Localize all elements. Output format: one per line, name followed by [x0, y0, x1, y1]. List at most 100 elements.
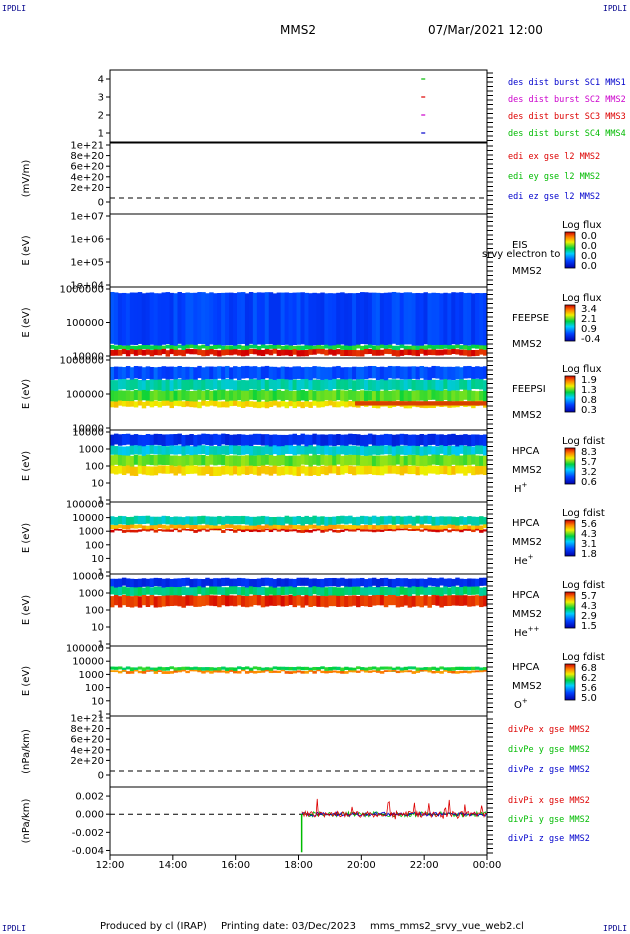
spectrogram-cell: [225, 465, 230, 475]
spectrogram-cell: [240, 434, 246, 447]
spectrogram-cell: [177, 344, 182, 349]
spectrogram-cell: [340, 400, 345, 407]
spectrogram-cell: [169, 366, 174, 380]
spectrogram-cell: [332, 455, 337, 468]
spectrogram-cell: [348, 400, 353, 407]
spectrogram-cell: [288, 292, 294, 346]
spectrogram-cell: [443, 578, 448, 588]
spectrogram-cell: [312, 466, 317, 476]
spectrogram-cell: [375, 667, 381, 672]
spectrogram-cell: [240, 390, 246, 402]
spectrogram-cell: [423, 515, 428, 524]
spectrogram-cell: [284, 345, 290, 350]
spectrogram-cell: [300, 525, 305, 531]
spectrogram-cell: [395, 596, 401, 608]
spectrogram-cell: [284, 401, 290, 409]
spectrogram-cell: [141, 671, 147, 674]
spectrogram-cell: [375, 587, 381, 597]
spectrogram-cell: [312, 586, 317, 595]
spectrogram-cell: [324, 525, 329, 531]
spectrogram-cell: [483, 595, 488, 607]
spectrogram-cell: [332, 401, 337, 408]
spectrogram-cell: [411, 671, 417, 674]
spectrogram-cell: [276, 389, 282, 400]
spectrogram-cell: [137, 400, 143, 406]
spectrogram-cell: [328, 367, 333, 381]
spectrogram-cell: [332, 465, 337, 474]
spectrogram-cell: [149, 454, 155, 466]
spectrogram-cell: [403, 390, 409, 402]
colorbar-title: Log fdist: [562, 580, 605, 591]
spectrogram-cell: [149, 379, 155, 390]
spectrogram-cell: [121, 345, 127, 351]
spectrogram-cell: [344, 525, 349, 530]
spectrogram-cell: [197, 365, 202, 379]
spectrogram-cell: [145, 595, 151, 608]
spectrogram-cell: [197, 466, 202, 476]
spectrogram-cell: [304, 671, 309, 674]
spectrogram-cell: [240, 667, 246, 671]
spectrogram-cell: [443, 379, 448, 390]
spectrogram-cell: [296, 577, 301, 586]
spectrogram-cell: [360, 350, 365, 357]
spectrogram-cell: [300, 577, 305, 586]
spectrogram-cell: [284, 525, 290, 531]
colorbar: [564, 663, 576, 701]
spectrogram-cell: [165, 379, 171, 391]
spectrogram-cell: [145, 400, 151, 406]
spectrogram-cell: [240, 586, 246, 596]
spectrogram-cell: [304, 466, 309, 476]
spectrogram-cell: [272, 293, 278, 347]
spectrogram-cell: [419, 434, 425, 446]
spectrogram-cell: [363, 446, 369, 457]
spectrogram-cell: [296, 379, 301, 391]
spectrogram-cell: [316, 667, 321, 671]
spectrogram-cell: [149, 525, 155, 530]
spectrogram-cell: [336, 434, 341, 446]
spectrogram-cell: [113, 578, 119, 588]
spectrogram-cell: [411, 454, 417, 466]
colorbar-tick-label: 0.3: [581, 405, 597, 416]
spectrogram-cell: [304, 587, 309, 596]
spectrogram-cell: [328, 400, 333, 406]
spectrogram-cell: [391, 524, 397, 529]
spectrogram-cell: [332, 434, 337, 447]
spectrogram-cell: [248, 578, 254, 589]
spectrogram-cell: [205, 293, 210, 347]
colorbar-title: Log fdist: [562, 436, 605, 447]
spectrogram-cell: [471, 446, 476, 457]
spectrogram-cell: [407, 366, 413, 380]
spectrogram-cell: [483, 345, 488, 350]
spectrogram-cell: [272, 595, 278, 606]
spectrogram-cell: [328, 586, 333, 596]
instrument-label: FEEPSE: [512, 313, 549, 324]
spectrogram-cell: [117, 345, 123, 350]
spectrogram-cell: [161, 578, 167, 588]
spectrogram-cell: [149, 587, 155, 597]
spectrogram-cell: [419, 667, 425, 672]
spectrogram-cell: [284, 671, 290, 674]
y-tick-label: 1000: [79, 589, 104, 600]
spectrogram-cell: [236, 529, 242, 531]
spectrogram-cell: [157, 524, 163, 529]
spectrogram-cell: [110, 586, 115, 595]
spectrogram-cell: [348, 595, 353, 607]
spectrogram-cell: [316, 390, 321, 403]
spectrogram-cell: [332, 345, 337, 350]
spectrogram-cell: [447, 349, 452, 355]
spectrogram-cell: [427, 596, 432, 608]
spectrogram-cell: [264, 379, 270, 391]
spectrogram-cell: [276, 367, 282, 381]
spectrogram-cell: [356, 379, 361, 390]
spectrogram-cell: [205, 366, 210, 380]
spectrogram-cell: [117, 446, 123, 457]
spectrogram-cell: [415, 455, 421, 467]
spectrogram-cell: [244, 345, 250, 351]
spectrogram-cell: [280, 586, 286, 596]
spectrogram-cell: [320, 666, 325, 670]
spectrogram-cell: [272, 587, 278, 597]
spectrogram-cell: [300, 666, 305, 671]
spectrogram-cell: [483, 390, 488, 403]
species-label: O+: [514, 697, 528, 711]
spectrogram-cell: [367, 578, 373, 587]
